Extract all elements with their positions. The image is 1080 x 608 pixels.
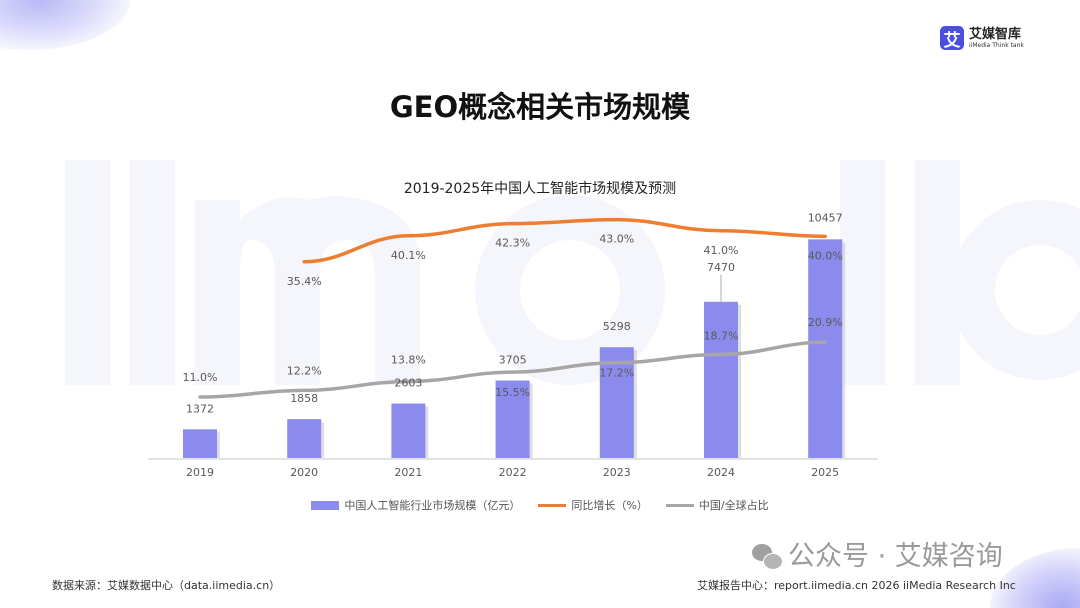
wechat-label: 公众号 · 艾媒咨询 [788, 541, 1003, 572]
bar [391, 403, 426, 458]
bar-value-label: 1858 [290, 392, 318, 405]
bar [808, 239, 843, 458]
x-tick-label: 2022 [499, 466, 527, 479]
legend-item-bar: 中国人工智能行业市场规模（亿元） [311, 497, 520, 513]
x-tick-label: 2023 [603, 466, 631, 479]
logo-mark-icon: 艾 [940, 26, 964, 51]
legend-swatch [538, 503, 567, 507]
x-tick-label: 2024 [707, 466, 735, 479]
bar [495, 380, 530, 458]
bar [599, 347, 634, 458]
share-value-label: 20.9% [808, 316, 843, 329]
logo: 艾 艾媒智库 iiMedia Think tank [940, 26, 1024, 51]
legend-label: 同比增长（%） [571, 499, 648, 512]
growth-value-label: 40.0% [808, 249, 843, 262]
chart-title: 2019-2025年中国人工智能市场规模及预测 [403, 181, 677, 197]
legend-swatch [665, 503, 694, 507]
bar-value-label: 10457 [808, 211, 843, 224]
page-title: GEO概念相关市场规模 [389, 90, 691, 124]
x-tick-label: 2020 [290, 466, 318, 479]
bar [183, 429, 217, 458]
legend-swatch [311, 500, 340, 510]
bar-value-label: 7470 [707, 261, 735, 274]
legend: 中国人工智能行业市场规模（亿元） 同比增长（%） 中国/全球占比 [0, 497, 1080, 513]
bar-value-label: 2603 [394, 377, 422, 390]
share-value-label: 15.5% [495, 386, 530, 399]
legend-item-share: 中国/全球占比 [665, 497, 769, 513]
x-tick-label: 2025 [811, 466, 839, 479]
bar [704, 301, 738, 458]
share-line [198, 340, 827, 399]
logo-cn: 艾媒智库 [969, 26, 1022, 42]
share-value-label: 18.7% [704, 329, 739, 342]
x-tick-label: 2021 [394, 466, 422, 479]
growth-value-label: 43.0% [599, 233, 634, 246]
growth-value-label: 35.4% [287, 275, 322, 288]
growth-value-label: 42.3% [495, 237, 530, 250]
legend-label: 中国/全球占比 [698, 499, 769, 512]
wechat-watermark: 公众号 · 艾媒咨询 [752, 541, 1003, 573]
legend-item-growth: 同比增长（%） [538, 497, 648, 513]
bar-value-label: 1372 [186, 402, 214, 415]
growth-value-label: 41.0% [704, 244, 739, 257]
growth-line [302, 217, 827, 264]
report-note: 艾媒报告中心：report.iimedia.cn 2026 iiMedia Re… [697, 579, 1016, 592]
share-value-label: 17.2% [599, 367, 634, 380]
share-value-label: 12.2% [287, 364, 322, 377]
bar [287, 419, 322, 458]
bar-value-label: 5298 [603, 320, 631, 333]
legend-label: 中国人工智能行业市场规模（亿元） [344, 499, 521, 512]
wechat-icon [752, 544, 783, 570]
logo-en: iiMedia Think tank [969, 41, 1024, 49]
growth-value-label: 40.1% [391, 249, 426, 262]
share-value-label: 13.8% [391, 354, 426, 367]
source-note: 数据来源：艾媒数据中心（data.iimedia.cn） [52, 579, 281, 592]
x-tick-label: 2019 [186, 466, 214, 479]
share-value-label: 11.0% [183, 371, 218, 384]
bar-value-label: 3705 [499, 354, 527, 367]
